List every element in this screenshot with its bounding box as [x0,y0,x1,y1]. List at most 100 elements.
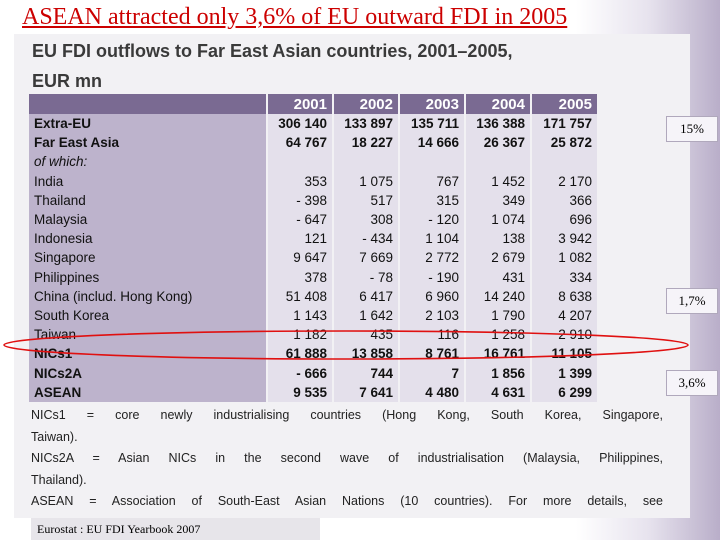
table-cell: 51 408 [266,286,333,306]
table-cell: 6 299 [530,382,597,402]
column-header: 2005 [530,94,597,114]
table-row: Taiwan 1 182 435 116 1 258 2 910 [29,325,597,345]
row-label: Taiwan [29,325,267,345]
table-cell: 18 227 [332,133,399,153]
table-cell: 349 [464,190,531,210]
table-row: Thailand - 398 517 315 349 366 [29,190,597,210]
table-body: Extra-EU 306 140 133 897 135 711 136 388 171 … [29,114,597,402]
table-header-corner [29,94,267,114]
table-cell: 1 143 [266,305,333,326]
table-cell [332,152,399,172]
table-row: Malaysia - 647 308- 120 1 074 696 [29,209,597,230]
table-cell [530,152,597,172]
table-cell: 1 074 [464,209,531,230]
table-cell: - 434 [332,229,399,249]
callout-extra-eu-share: 15% [666,116,718,142]
table-cell: 13 858 [332,344,399,364]
table-cell: 4 631 [464,382,531,402]
table-row: Far East Asia 64 767 18 227 14 666 26 367 25 … [29,133,597,153]
table-cell: 1 075 [332,171,399,191]
column-header: 2003 [398,94,465,114]
table-cell: 3 942 [530,229,597,249]
table-cell: 435 [332,325,399,345]
slide-title: ASEAN attracted only 3,6% of EU outward … [22,4,568,30]
table-cell: - 647 [266,209,333,230]
callout-taiwan-share: 1,7% [666,288,718,314]
footnote-line: ASEAN = Association of South-East Asian … [31,494,663,508]
table-cell: 744 [332,363,399,383]
table-cell: - 78 [332,267,399,287]
table-cell: 306 140 [266,114,333,134]
table-cell: 136 388 [464,114,531,134]
table-cell: 767 [398,171,465,191]
table-cell: 121 [266,229,333,249]
column-header: 2002 [332,94,399,114]
table-cell: 8 638 [530,286,597,306]
table-cell: 7 669 [332,248,399,268]
source-label: Eurostat : EU FDI Yearbook 2007 [31,518,320,540]
table-row: Singapore 9 647 7 669 2 772 2 679 1 082 [29,248,597,268]
table-cell: 2 679 [464,248,531,268]
table-cell: 14 666 [398,133,465,153]
table-cell: 16 761 [464,344,531,364]
table-cell: 14 240 [464,286,531,306]
table-cell [266,152,333,172]
row-label: Indonesia [29,229,267,249]
row-label: Philippines [29,267,267,287]
column-header: 2001 [266,94,333,114]
table-cell: 517 [332,190,399,210]
table-cell: 2 910 [530,325,597,345]
table-cell: 431 [464,267,531,287]
footnote-line: NICs1 = core newly industrialising count… [31,408,663,422]
table-cell: 1 790 [464,305,531,326]
row-label: NICs2A [29,363,267,383]
table-cell: 1 856 [464,363,531,383]
table-cell [464,152,531,172]
row-label: Thailand [29,190,267,210]
table-cell: 696 [530,209,597,230]
table-row: Indonesia 121- 434 1 104 138 3 942 [29,229,597,249]
footnotes: NICs1 = core newly industrialising count… [31,405,663,513]
table-heading-line1: EU FDI outflows to Far East Asian countr… [32,41,513,61]
table-row: India 353 1 075 767 1 452 2 170 [29,171,597,191]
table-cell: 25 872 [530,133,597,153]
table-cell: 11 105 [530,344,597,364]
table-heading-line2: EUR mn [32,71,103,91]
table-cell: 2 103 [398,305,465,326]
row-label: South Korea [29,305,267,326]
table-row: China (includ. Hong Kong) 51 408 6 417 6 96… [29,286,597,306]
table-cell: 315 [398,190,465,210]
table-cell: 334 [530,267,597,287]
table-cell: 135 711 [398,114,465,134]
table-cell: 308 [332,209,399,230]
table-cell: 7 641 [332,382,399,402]
callout-asean-share: 3,6% [666,370,718,396]
table-cell: 116 [398,325,465,345]
table-cell: 1 182 [266,325,333,345]
table-heading: EU FDI outflows to Far East Asian countr… [32,36,632,96]
table-row: NICs1 61 888 13 858 8 761 16 761 11 105 [29,344,597,364]
table-cell: 9 647 [266,248,333,268]
table-row: Extra-EU 306 140 133 897 135 711 136 388 171 … [29,114,597,134]
table-cell: 26 367 [464,133,531,153]
table-cell: 2 772 [398,248,465,268]
table-row: South Korea 1 143 1 642 2 103 1 790 4 207 [29,305,597,326]
table-cell: 64 767 [266,133,333,153]
table-cell: - 120 [398,209,465,230]
table-cell: 2 170 [530,171,597,191]
table-row: ASEAN 9 535 7 641 4 480 4 631 6 299 [29,382,597,402]
fdi-table: 2001 2002 2003 2004 2005 Extra-EU 306 140… [29,94,597,402]
row-label: ASEAN [29,382,267,402]
row-label: Far East Asia [29,133,267,153]
row-label: China (includ. Hong Kong) [29,286,267,306]
row-label: Singapore [29,248,267,268]
row-label: India [29,171,267,191]
table-row: of which: [29,152,597,172]
table-cell: 353 [266,171,333,191]
table-cell: 1 082 [530,248,597,268]
footnote-line: Thailand). [31,472,87,487]
row-label: Malaysia [29,209,267,230]
column-header: 2004 [464,94,531,114]
table-cell [398,152,465,172]
table-cell: - 666 [266,363,333,383]
